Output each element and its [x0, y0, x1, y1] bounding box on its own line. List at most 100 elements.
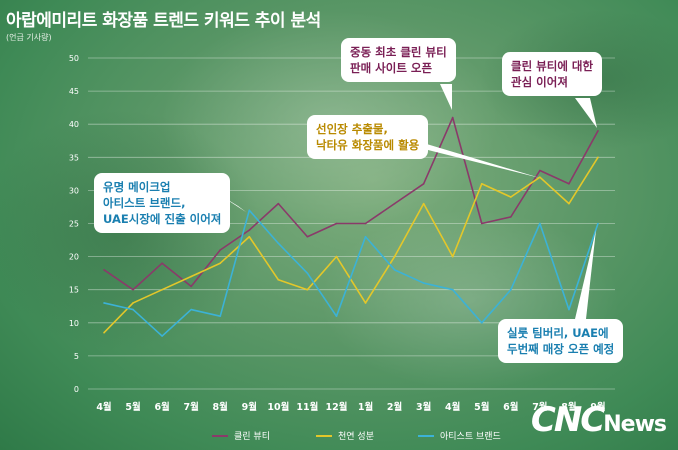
data-point	[510, 288, 512, 291]
data-point	[219, 249, 222, 251]
y-tick-label: 50	[69, 54, 79, 63]
data-point	[161, 262, 163, 265]
x-tick-label: 11월	[296, 401, 318, 413]
x-tick-label: 8월	[213, 401, 228, 413]
data-point	[364, 235, 367, 238]
callout-natural-oil: 선인장 추출물, 낙타유 화장품에 활용	[307, 115, 429, 159]
data-point	[277, 278, 280, 281]
data-point	[306, 288, 309, 291]
data-point	[219, 262, 222, 265]
y-tick-label: 40	[69, 120, 79, 129]
x-tick-label: 7월	[532, 401, 547, 413]
callout-clean-continue: 클린 뷰티에 대한 관심 이어져	[502, 52, 603, 96]
data-point	[451, 288, 454, 291]
data-point	[132, 308, 134, 311]
data-point	[510, 196, 512, 198]
data-point	[219, 315, 222, 317]
data-point	[568, 308, 570, 311]
data-point	[190, 275, 192, 278]
data-point	[451, 116, 454, 119]
y-tick-label: 30	[69, 186, 79, 195]
data-point	[132, 302, 134, 304]
data-point	[393, 202, 396, 205]
y-tick-label: 0	[74, 385, 79, 394]
data-point	[161, 288, 163, 291]
data-point	[568, 202, 570, 205]
data-point	[597, 156, 599, 159]
callout-artist-brand: 유명 메이크업 아티스트 브랜드, UAE시장에 진출 이어져	[94, 173, 231, 233]
x-tick-label: 6월	[503, 401, 518, 413]
data-point	[248, 209, 251, 212]
data-point	[335, 222, 338, 225]
y-tick-label: 10	[69, 319, 79, 328]
x-tick-label: 8월	[561, 401, 576, 413]
chart-title: 아랍에미리트 화장품 트렌드 키워드 추이 분석	[6, 11, 321, 31]
data-point	[480, 182, 483, 185]
y-tick-label: 25	[69, 220, 79, 229]
x-tick-label: 2월	[387, 401, 402, 413]
series-line-2	[103, 156, 599, 334]
data-point	[103, 331, 105, 334]
data-point	[364, 302, 367, 304]
data-point	[161, 335, 163, 337]
legend-label: 천연 성분	[338, 431, 374, 442]
data-point	[422, 202, 425, 205]
cnc-news-logo: CNCNews	[530, 400, 667, 440]
callout-clean-first: 중동 최초 클린 뷰티 판매 사이트 오픈	[341, 38, 456, 82]
callout-pointer	[575, 230, 596, 319]
data-point	[451, 255, 454, 258]
y-tick-label: 20	[69, 253, 79, 262]
y-tick-label: 15	[69, 286, 79, 295]
x-tick-label: 12월	[325, 401, 347, 413]
data-point	[306, 272, 309, 274]
series-line-3	[103, 209, 599, 337]
x-tick-label: 9월	[590, 401, 605, 413]
x-tick-label: 10월	[267, 401, 289, 413]
data-point	[190, 308, 192, 311]
data-point	[190, 285, 192, 288]
data-point	[103, 302, 105, 304]
data-point	[277, 202, 280, 205]
data-point	[422, 282, 425, 284]
data-point	[103, 269, 105, 271]
x-tick-label: 4월	[96, 401, 111, 413]
data-point	[364, 222, 367, 225]
data-point	[422, 182, 425, 185]
callout-pointer	[575, 98, 597, 128]
y-tick-label: 45	[69, 87, 79, 96]
callout-pointer	[440, 84, 452, 110]
x-tick-label: 3월	[416, 401, 431, 413]
x-tick-label: 7월	[183, 401, 198, 413]
callout-silk-store: 실룻 팀버리, UAE에 두번째 매장 오픈 예정	[498, 319, 624, 363]
data-point	[480, 322, 483, 324]
data-point	[393, 255, 396, 258]
data-point	[393, 269, 396, 271]
x-tick-label: 5월	[474, 401, 489, 413]
data-point	[480, 222, 483, 225]
x-tick-label: 1월	[358, 401, 373, 413]
data-point	[335, 255, 338, 258]
data-point	[248, 235, 251, 238]
data-point	[597, 130, 599, 132]
legend-label: 아티스트 브랜드	[440, 431, 501, 442]
data-point	[597, 222, 599, 225]
data-point	[510, 216, 512, 218]
data-point	[132, 288, 134, 291]
y-tick-label: 5	[74, 352, 79, 361]
series-line-1	[103, 116, 599, 291]
data-point	[539, 222, 541, 225]
x-tick-label: 9월	[242, 401, 257, 413]
data-point	[306, 235, 309, 238]
y-unit-label: (언급 기사량)	[6, 33, 52, 42]
data-point	[335, 315, 338, 317]
data-point	[248, 229, 251, 231]
x-tick-label: 5월	[125, 401, 140, 413]
y-tick-label: 35	[69, 153, 79, 162]
data-point	[568, 182, 570, 185]
legend-label: 클린 뷰티	[234, 431, 270, 442]
data-point	[277, 242, 280, 245]
x-tick-label: 6월	[154, 401, 169, 413]
data-point	[539, 176, 541, 178]
x-tick-label: 4월	[445, 401, 460, 413]
